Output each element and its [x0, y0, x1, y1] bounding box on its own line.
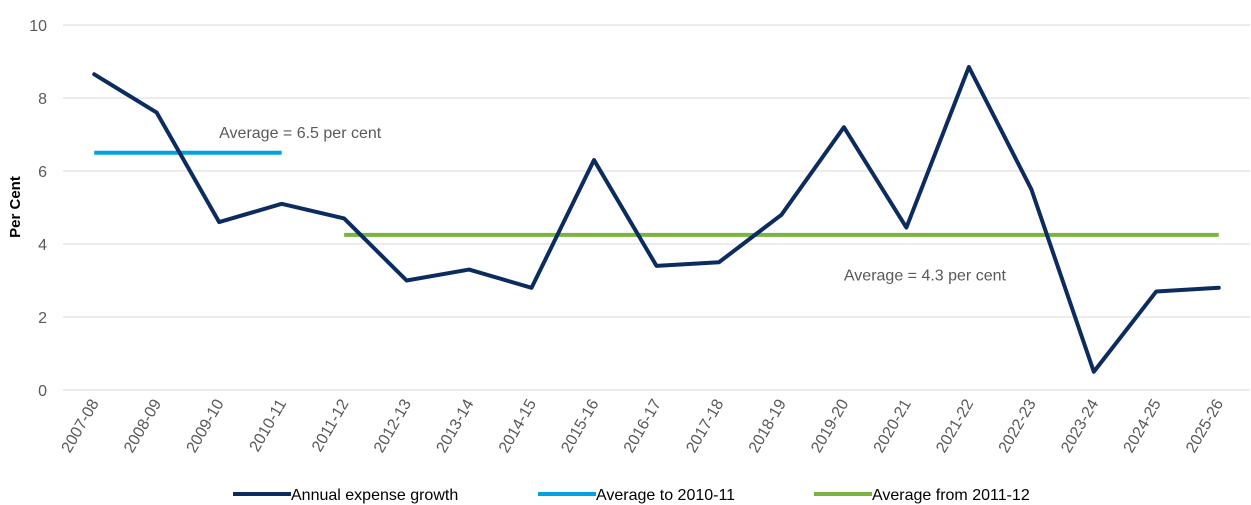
series-lines [92, 64, 1221, 374]
x-tick-label: 2025-26 [1183, 396, 1227, 455]
x-tick-label: 2015-16 [558, 396, 602, 455]
y-tick-label: 8 [38, 91, 47, 108]
annotation-label: Average = 4.3 per cent [844, 268, 1007, 285]
legend-label: Average from 2011-12 [872, 487, 1030, 504]
gridlines [63, 24, 1250, 391]
x-tick-label: 2021-22 [933, 396, 977, 455]
series-line-annual-expense-growth [92, 64, 1221, 374]
x-tick-label: 2024-25 [1121, 396, 1165, 455]
y-tick-label: 0 [38, 383, 47, 400]
x-tick-label: 2014-15 [496, 396, 540, 455]
y-axis-ticks: 0 2 4 6 8 10 [29, 18, 47, 400]
x-tick-label: 2019-20 [808, 396, 852, 455]
x-tick-label: 2023-24 [1058, 396, 1102, 455]
x-tick-label: 2012-13 [371, 396, 415, 455]
y-axis-title: Per Cent [7, 176, 24, 238]
y-tick-label: 6 [38, 164, 47, 181]
x-tick-label: 2022-23 [996, 396, 1040, 455]
x-tick-label: 2008-09 [121, 396, 165, 455]
legend-label: Annual expense growth [291, 487, 458, 504]
annotations: Average = 6.5 per cent Average = 4.3 per … [219, 125, 1006, 284]
average-lines [94, 150, 1219, 237]
x-tick-label: 2020-21 [871, 396, 915, 455]
y-tick-label: 2 [38, 310, 47, 327]
y-tick-label: 4 [38, 237, 47, 254]
x-tick-label: 2017-18 [683, 396, 727, 455]
x-tick-label: 2007-08 [59, 396, 103, 455]
legend: Annual expense growth Average to 2010-11 A… [233, 487, 1030, 504]
annotation-label: Average = 6.5 per cent [219, 125, 382, 142]
x-tick-label: 2013-14 [433, 396, 477, 455]
x-tick-label: 2010-11 [247, 396, 291, 454]
y-tick-label: 10 [29, 18, 47, 35]
x-tick-label: 2009-10 [184, 396, 228, 455]
x-tick-label: 2016-17 [621, 396, 665, 455]
x-axis-ticks: 2007-08 2008-09 2009-10 2010-11 2011-12 2012-… [59, 396, 1228, 455]
x-tick-label: 2018-19 [746, 396, 790, 455]
x-tick-label: 2011-12 [309, 396, 353, 454]
legend-label: Average to 2010-11 [596, 487, 735, 504]
